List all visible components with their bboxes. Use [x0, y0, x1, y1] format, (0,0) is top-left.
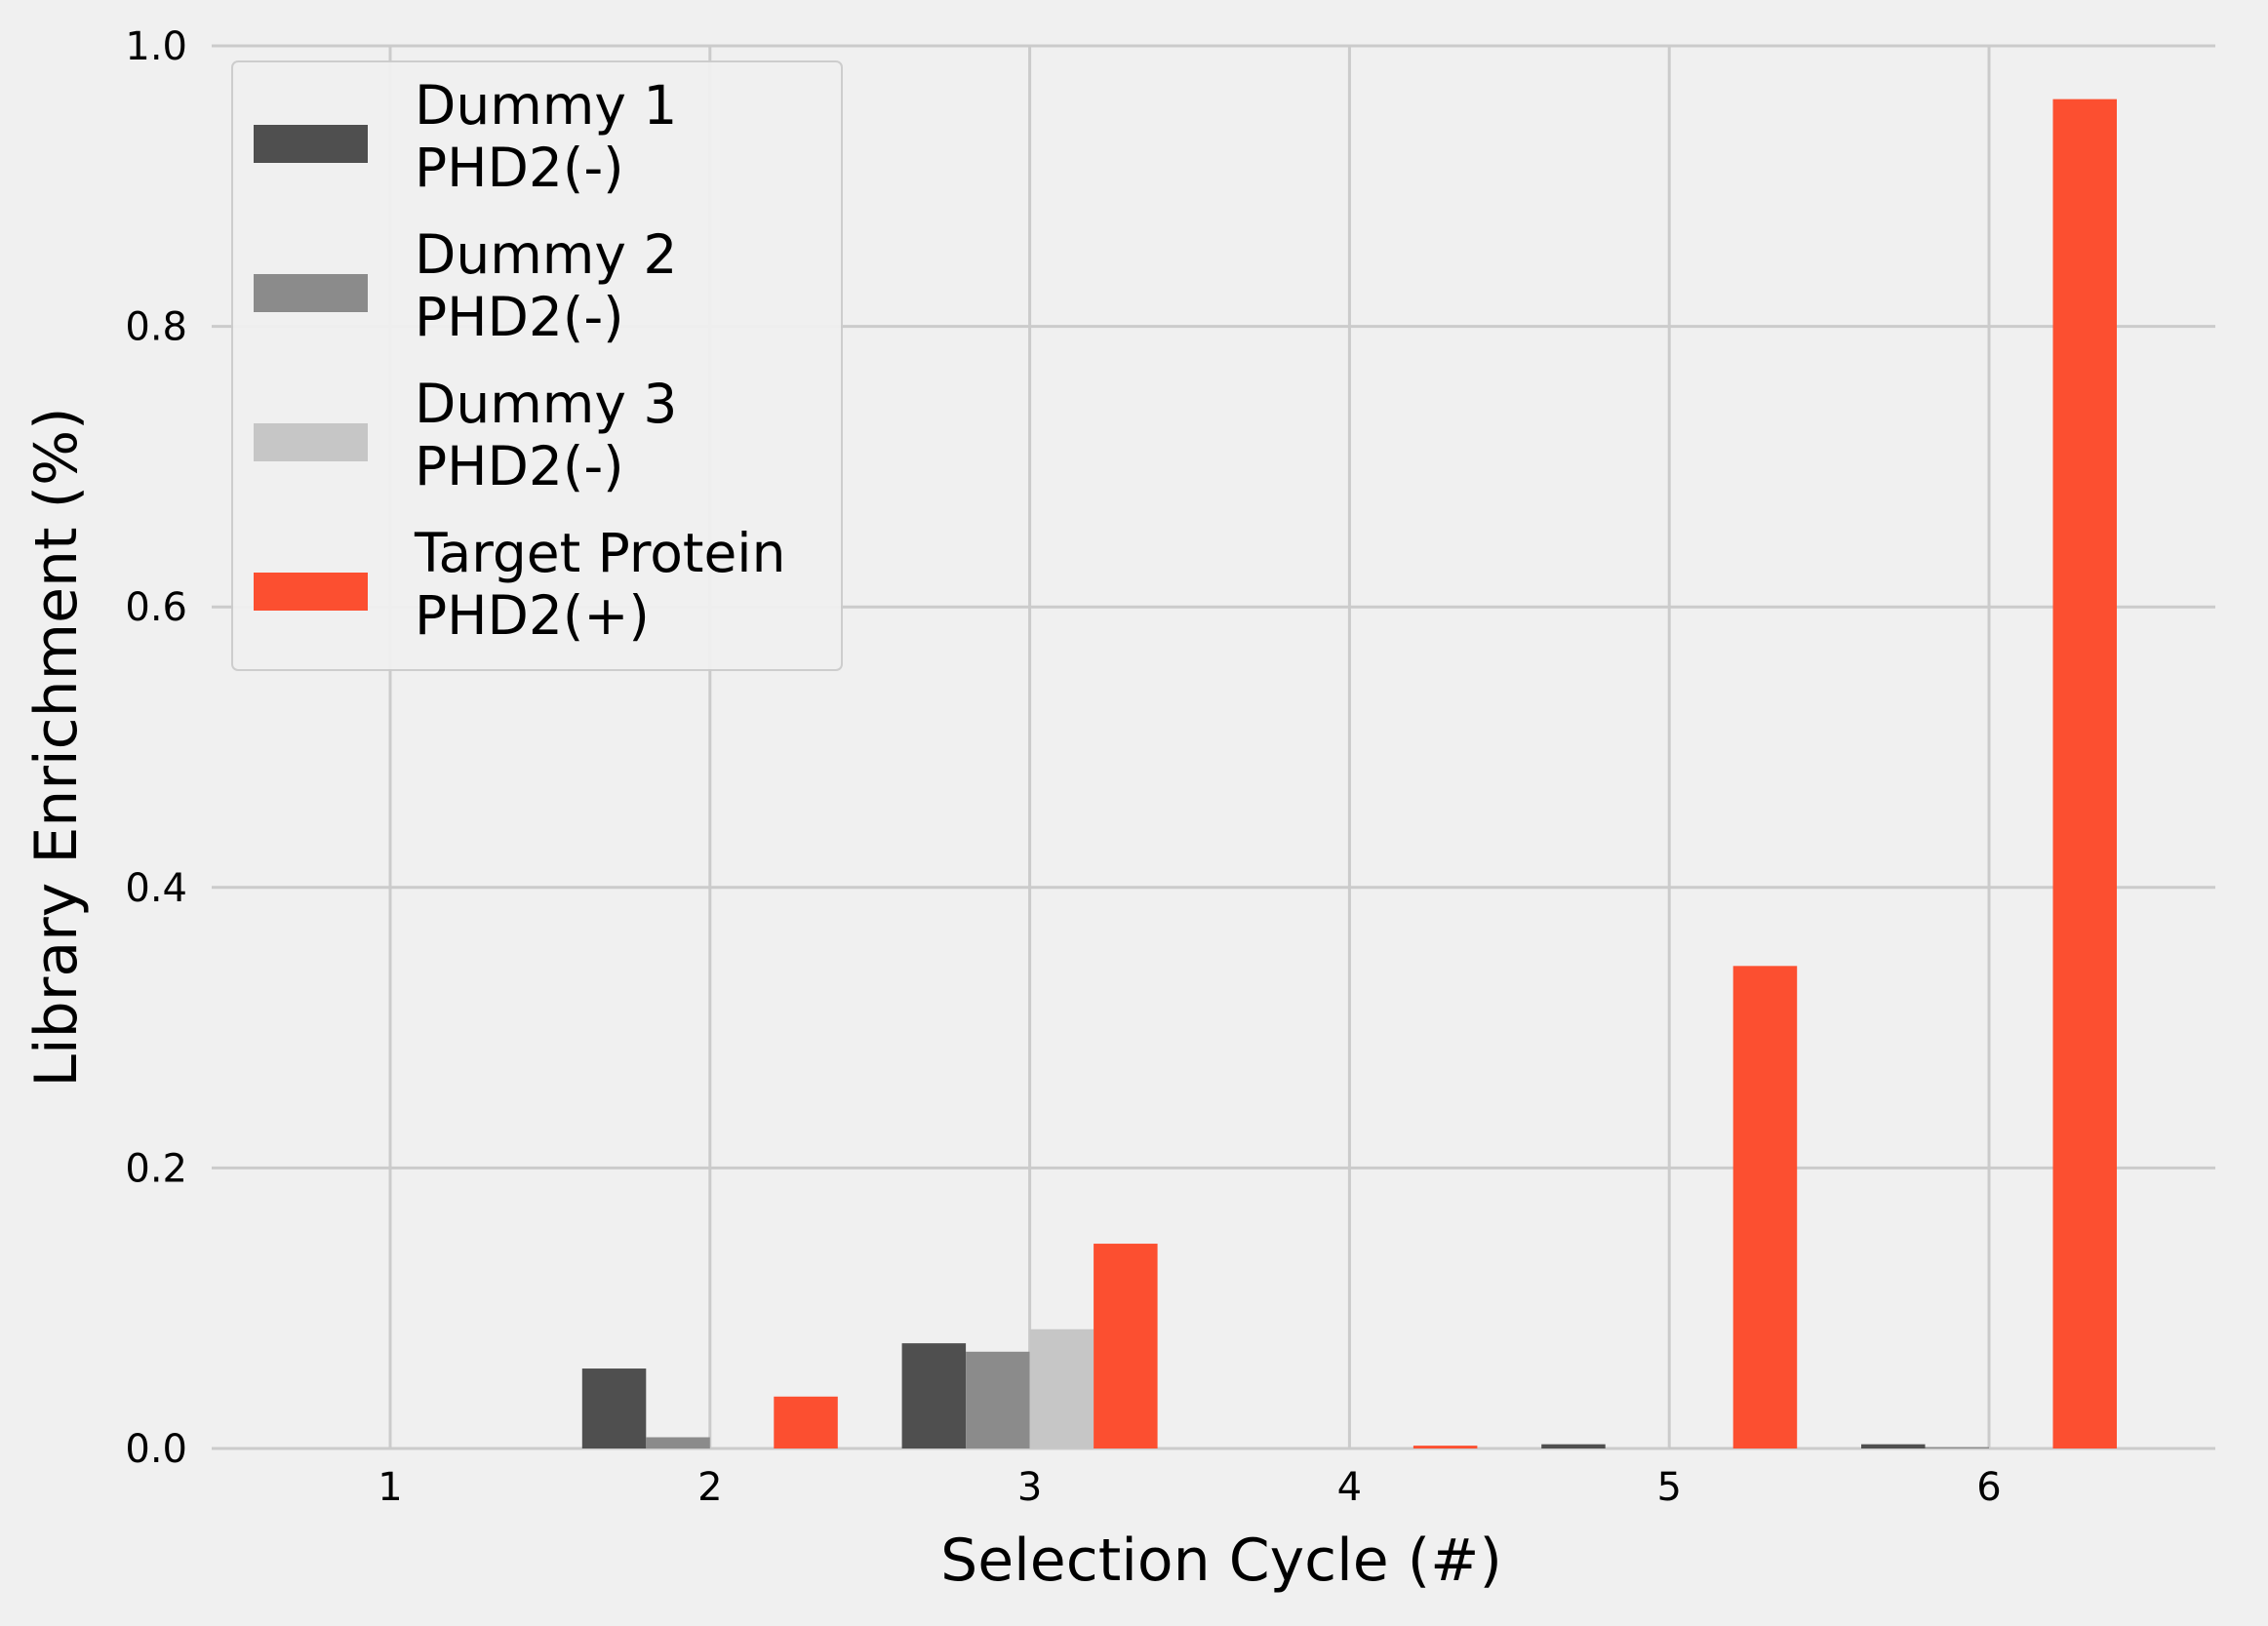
legend-swatch: [254, 423, 368, 461]
x-axis-title: Selection Cycle (#): [940, 1527, 1502, 1595]
y-tick-label: 0.4: [125, 866, 187, 911]
bar-2-cycle-3: [966, 1351, 1030, 1448]
legend-swatch: [254, 125, 368, 163]
bar-4-cycle-5: [1732, 966, 1798, 1448]
x-tick-label: 5: [1656, 1465, 1681, 1510]
y-tick-label: 0.8: [125, 305, 187, 350]
bar-1-cycle-3: [901, 1343, 967, 1448]
bar-4-cycle-6: [2052, 99, 2117, 1448]
legend-label: Dummy 2: [415, 223, 677, 286]
bar-4-cycle-4: [1413, 1446, 1478, 1448]
x-tick-label: 1: [378, 1465, 402, 1510]
bar-3-cycle-3: [1029, 1329, 1094, 1448]
legend-box: [231, 60, 843, 671]
y-tick-label: 1.0: [125, 24, 187, 69]
bar-1-cycle-2: [581, 1368, 647, 1448]
x-tick-label: 4: [1337, 1465, 1362, 1510]
bar-2-cycle-2: [646, 1437, 710, 1448]
legend-label: Dummy 3: [415, 373, 677, 435]
legend-label: PHD2(-): [415, 137, 624, 199]
bars: [581, 99, 2117, 1448]
x-tick-label: 6: [1976, 1465, 2001, 1510]
legend-label: PHD2(-): [415, 286, 624, 348]
x-tick-label: 3: [1017, 1465, 1042, 1510]
legend-label: Target Protein: [414, 522, 785, 584]
y-tick-label: 0.2: [125, 1146, 187, 1191]
y-tick-labels: 0.0 0.2 0.4 0.6 0.8 1.0: [125, 24, 187, 1472]
bar-1-cycle-6: [1861, 1444, 1926, 1448]
bar-4-cycle-2: [774, 1396, 838, 1448]
bar-4-cycle-3: [1094, 1244, 1158, 1448]
legend-swatch: [254, 274, 368, 312]
legend-swatch: [254, 573, 368, 611]
x-tick-labels: 1 2 3 4 5 6: [378, 1465, 2001, 1510]
y-tick-label: 0.6: [125, 585, 187, 630]
legend-label: Dummy 1: [415, 74, 677, 137]
bar-1-cycle-5: [1541, 1444, 1606, 1448]
x-tick-label: 2: [697, 1465, 722, 1510]
legend-label: PHD2(-): [415, 435, 624, 497]
y-axis-title: Library Enrichment (%): [22, 408, 91, 1088]
legend-label: PHD2(+): [415, 584, 650, 647]
y-tick-label: 0.0: [125, 1427, 187, 1472]
